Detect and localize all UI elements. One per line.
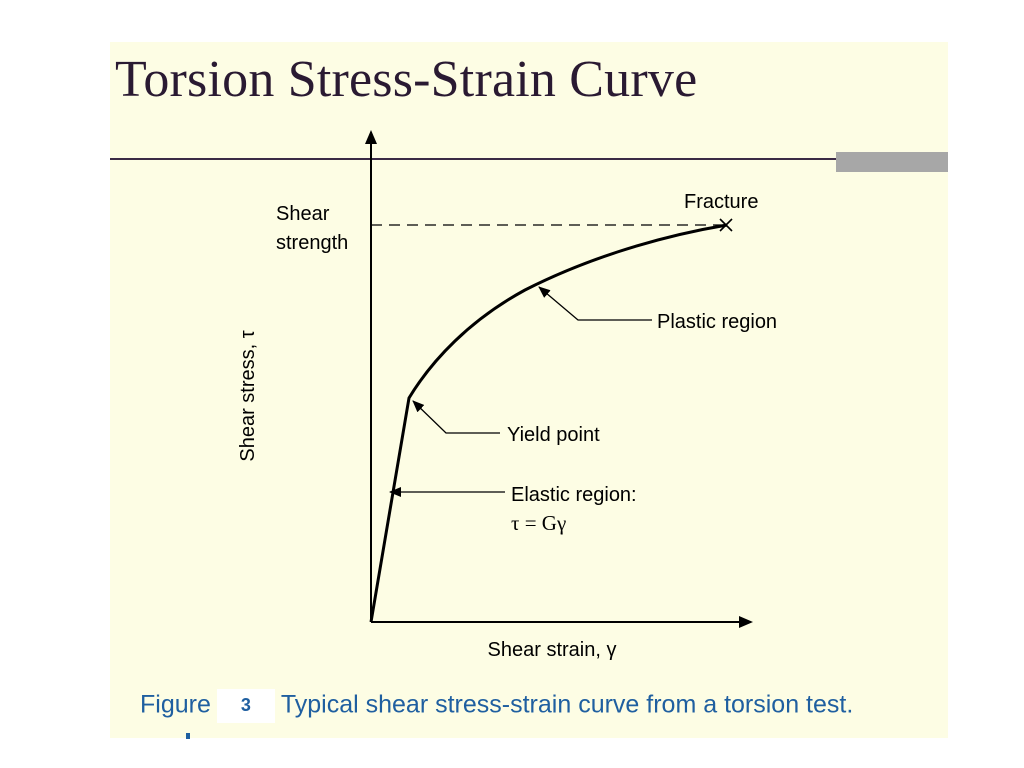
slide-marker [186, 733, 190, 739]
elastic-equation: τ = Gγ [511, 511, 566, 535]
title-divider [110, 158, 948, 160]
yield-point-label: Yield point [507, 424, 600, 446]
slide-title: Torsion Stress-Strain Curve [115, 51, 698, 108]
shear-strength-label: Shear strength [276, 203, 348, 254]
caption-prefix: Figure [140, 690, 211, 719]
fracture-label: Fracture [684, 191, 758, 213]
divider-accent-bar [836, 152, 948, 172]
x-axis-label: Shear strain, γ [488, 639, 617, 661]
plastic-region-label: Plastic region [657, 311, 777, 333]
shear-strength-label-line2: strength [276, 232, 348, 254]
figure-number: 3 [216, 689, 275, 723]
y-axis-label: Shear stress, τ [237, 330, 259, 461]
caption-text: Typical shear stress-strain curve from a… [280, 690, 854, 719]
shear-strength-label-line1: Shear [276, 203, 330, 225]
elastic-region-label: Elastic region: [511, 484, 637, 506]
yield-point-leader [412, 400, 500, 434]
figure-caption: Figure 3 Typical shear stress-strain curve… [140, 689, 853, 723]
fracture-mark [719, 218, 733, 232]
plastic-region-leader [538, 286, 652, 321]
stress-strain-curve [369, 223, 728, 623]
